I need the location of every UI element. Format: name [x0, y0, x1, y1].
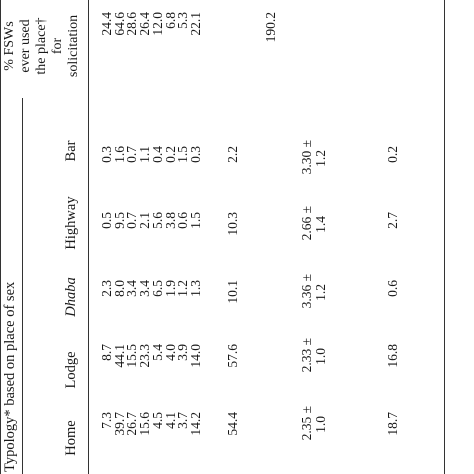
- mean-cell-line1: 2.33 ±: [299, 338, 314, 373]
- last-row-cell: 18.7: [385, 412, 400, 436]
- table-cell: 14.0: [187, 344, 203, 368]
- mean-cell-line2: 1.2: [313, 284, 328, 301]
- summary-cell: 54.4: [225, 412, 240, 436]
- col-header-bar: Bar: [63, 140, 79, 162]
- last-row-cell: 0.2: [385, 146, 400, 163]
- col-header-lodge: Lodge: [63, 351, 79, 389]
- pct-total-value: 190.2: [263, 12, 278, 43]
- pct-header-line-1: % FSWs: [2, 21, 17, 71]
- summary-cell: 10.3: [225, 212, 240, 236]
- mean-cell-line2: 1.2: [313, 150, 328, 167]
- summary-cell: 57.6: [225, 344, 240, 368]
- table-cell: 14.2: [187, 412, 203, 436]
- table-cell: 1.5: [187, 212, 203, 229]
- pct-header-line-3: the place†: [34, 17, 49, 75]
- typology-group-header: Typology* based on place of sex: [2, 281, 18, 472]
- summary-cell: 2.2: [225, 146, 240, 163]
- pct-header-line-4: for: [50, 37, 65, 55]
- bottom-rule: [444, 0, 445, 474]
- mean-cell-line1: 3.36 ±: [299, 274, 314, 309]
- pct-header-line-5: solicitation: [66, 14, 81, 78]
- last-row-cell: 16.8: [385, 344, 400, 368]
- mean-cell-line2: 1.0: [313, 416, 328, 433]
- col-header-dhaba: Dhaba: [63, 277, 79, 317]
- header-bottom-rule: [88, 0, 89, 474]
- col-header-highway: Highway: [63, 196, 79, 250]
- mean-cell-line1: 2.66 ±: [299, 206, 314, 241]
- col-header-home: Home: [63, 420, 79, 456]
- table-cell: 0.3: [187, 146, 203, 163]
- mean-cell-line1: 2.35 ±: [299, 406, 314, 441]
- mean-cell-line1: 3.30 ±: [299, 140, 314, 175]
- table-cell: 22.1: [187, 12, 203, 36]
- mean-cell-line2: 1.0: [313, 348, 328, 365]
- table-cell: 1.3: [187, 280, 203, 297]
- last-row-cell: 2.7: [385, 212, 400, 229]
- group-header-rule: [22, 98, 23, 474]
- summary-cell: 10.1: [225, 280, 240, 304]
- top-rule: [0, 0, 1, 474]
- mean-cell-line2: 1.4: [313, 216, 328, 233]
- pct-header-line-2: ever used: [18, 19, 33, 73]
- last-row-cell: 0.6: [385, 280, 400, 297]
- pct-fsw-header: % FSWs ever used the place† for solicita…: [2, 0, 82, 92]
